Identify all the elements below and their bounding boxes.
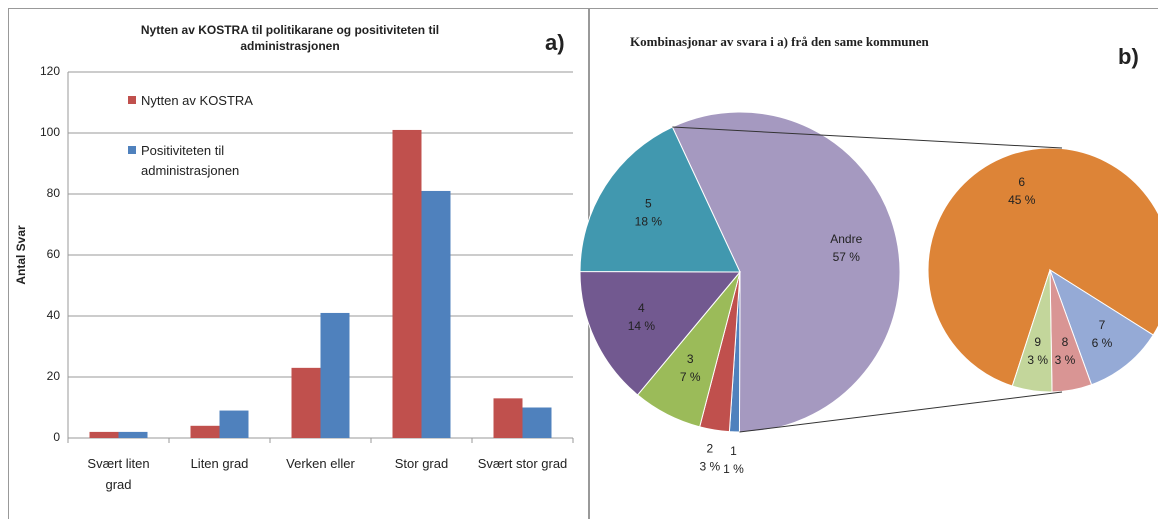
slice-value-label: 3 %: [1027, 353, 1048, 367]
bar: [320, 312, 350, 438]
slice-value-label: 1 %: [723, 462, 744, 476]
bar: [219, 410, 249, 438]
x-tick-label: Svært stor grad: [477, 456, 568, 471]
bar: [291, 367, 321, 438]
pie-slice: [1049, 268, 1154, 386]
chart-title: Kombinasjonar av svara i a) frå den same…: [630, 34, 929, 49]
slice-value-label: 7 %: [680, 370, 701, 384]
legend-swatch: [128, 146, 136, 154]
pie-slice: [579, 126, 741, 273]
slice-label: 5: [645, 197, 652, 211]
slice-label: 9: [1034, 335, 1041, 349]
slice-label: 3: [687, 352, 694, 366]
pie-slice: [927, 147, 1158, 387]
slice-label: 2: [706, 442, 713, 456]
slice-value-label: 3 %: [699, 460, 720, 474]
y-tick-label: 60: [47, 247, 61, 261]
slice-label: 8: [1062, 335, 1069, 349]
y-axis-label: Antal Svar: [14, 225, 28, 285]
slice-value-label: 18 %: [635, 215, 663, 229]
slice-value-label: 3 %: [1055, 353, 1076, 367]
x-tick-label: Liten grad: [190, 456, 249, 471]
bar: [522, 407, 552, 438]
slice-value-label: 57 %: [833, 250, 861, 264]
bar: [392, 129, 422, 438]
bar: [493, 398, 523, 438]
connector-line: [739, 391, 1063, 433]
y-tick-label: 80: [47, 186, 61, 200]
slice-value-label: 45 %: [1008, 193, 1036, 207]
slice-label: 6: [1018, 175, 1025, 189]
y-tick-label: 120: [40, 64, 60, 78]
bar: [118, 431, 148, 438]
bar: [89, 431, 119, 438]
y-tick-label: 100: [40, 125, 60, 139]
connector-line: [672, 126, 1063, 149]
legend-label: Nytten av KOSTRA: [141, 93, 253, 108]
legend-swatch: [128, 96, 136, 104]
y-tick-label: 40: [47, 308, 61, 322]
pie-slice: [579, 270, 742, 396]
legend-label: Positiviteten til administrasjonen: [141, 143, 240, 178]
slice-label: 4: [638, 301, 645, 315]
panel-label: a): [545, 30, 565, 55]
slice-label: 7: [1099, 318, 1106, 332]
slice-label: Andre: [830, 232, 862, 246]
slice-label: 1: [730, 444, 737, 458]
y-tick-label: 20: [47, 369, 61, 383]
chart-title: Nytten av KOSTRA til politikarane og pos…: [140, 23, 440, 53]
bar: [190, 425, 220, 438]
x-tick-label: Svært liten grad: [87, 456, 150, 492]
x-tick-label: Verken eller: [286, 456, 355, 471]
panel-label: b): [1118, 44, 1139, 69]
pie-slice: [671, 111, 901, 433]
slice-value-label: 6 %: [1092, 336, 1113, 350]
slice-value-label: 14 %: [628, 319, 656, 333]
pie-slice: [1011, 269, 1053, 393]
y-tick-label: 0: [53, 430, 60, 444]
x-tick-label: Stor grad: [394, 456, 449, 471]
bar: [421, 190, 451, 438]
